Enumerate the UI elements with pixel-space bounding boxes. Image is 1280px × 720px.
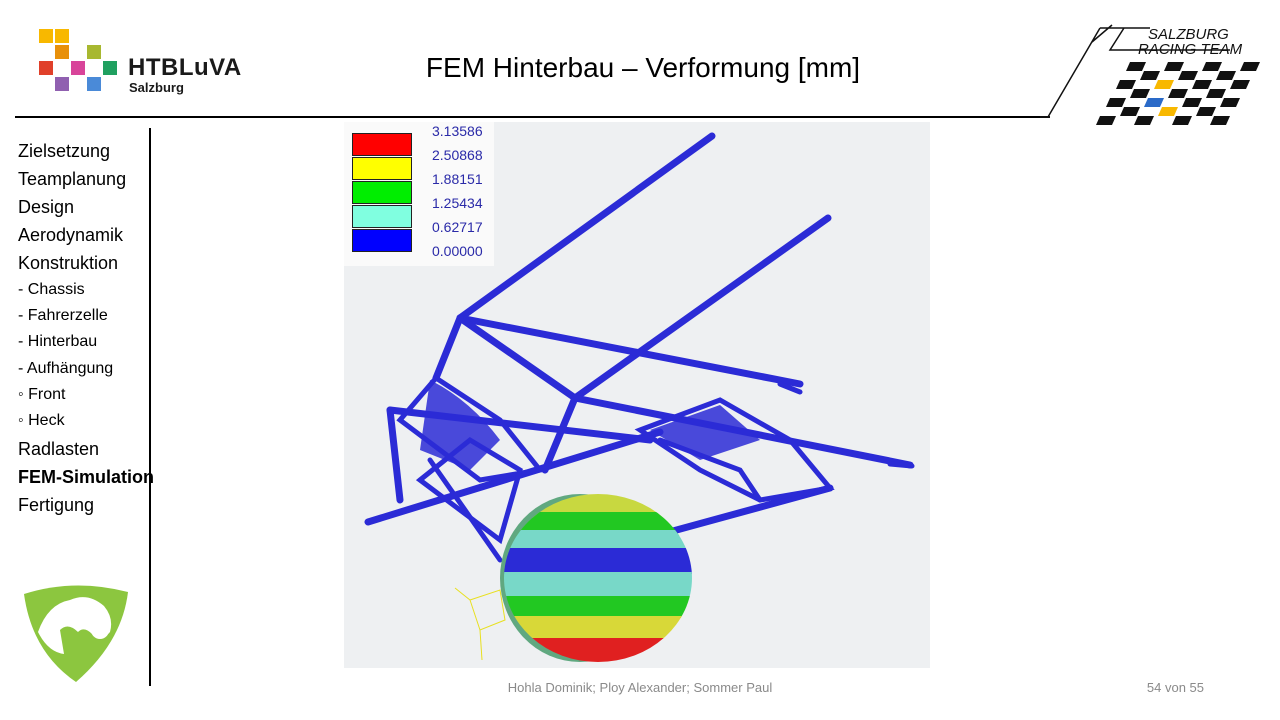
- legend-value: 1.88151: [432, 171, 483, 187]
- logo-subtitle: Salzburg: [129, 80, 184, 95]
- wheel: [500, 494, 692, 662]
- legend-swatch: [352, 205, 412, 228]
- scorpion-logo: [24, 585, 128, 682]
- racing-team-line2: RACING TEAM: [1138, 41, 1243, 58]
- header-divider: [15, 116, 1048, 118]
- sidebar-item[interactable]: ◦ Front: [18, 386, 66, 403]
- legend-value: 3.13586: [432, 123, 483, 139]
- sidebar-item[interactable]: - Fahrerzelle: [18, 307, 108, 324]
- legend-value: 0.00000: [432, 243, 483, 259]
- sidebar-item[interactable]: Fertigung: [18, 495, 95, 515]
- sidebar-item[interactable]: Radlasten: [18, 439, 100, 459]
- page-number: 54 von 55: [1146, 680, 1204, 695]
- legend-value: 0.62717: [432, 219, 483, 235]
- htbluva-logo: [39, 29, 117, 91]
- sidebar-item[interactable]: ◦ Heck: [18, 412, 65, 429]
- racing-team-logo: [1040, 24, 1260, 125]
- sidebar-item[interactable]: Teamplanung: [18, 169, 127, 189]
- logo-name: HTBLuVA: [128, 54, 242, 81]
- legend-swatch: [352, 157, 412, 180]
- sidebar-item[interactable]: FEM-Simulation: [18, 467, 154, 487]
- sidebar-item[interactable]: - Hinterbau: [18, 333, 98, 350]
- sidebar-item[interactable]: Konstruktion: [18, 253, 119, 273]
- sidebar-item[interactable]: Design: [18, 197, 75, 217]
- legend-value: 2.50868: [432, 147, 483, 163]
- footer-authors: Hohla Dominik; Ploy Alexander; Sommer Pa…: [507, 680, 773, 695]
- legend-swatch: [352, 229, 412, 252]
- page-title: FEM Hinterbau – Verformung [mm]: [425, 52, 861, 83]
- axis-triad: [454, 587, 506, 661]
- legend-swatch: [352, 181, 412, 204]
- legend-swatch: [352, 133, 412, 156]
- legend-value: 1.25434: [432, 195, 483, 211]
- sidebar-divider: [149, 128, 151, 686]
- sidebar-item[interactable]: Aerodynamik: [18, 225, 124, 245]
- sidebar-item[interactable]: Zielsetzung: [18, 141, 111, 161]
- sidebar-item[interactable]: - Aufhängung: [18, 360, 114, 377]
- fem-color-legend: 3.13586 2.50868 1.88151 1.25434 0.62717 0.000…: [344, 122, 494, 266]
- racing-team-line1: SALZBURG: [1148, 26, 1229, 43]
- sidebar-item[interactable]: - Chassis: [18, 281, 85, 298]
